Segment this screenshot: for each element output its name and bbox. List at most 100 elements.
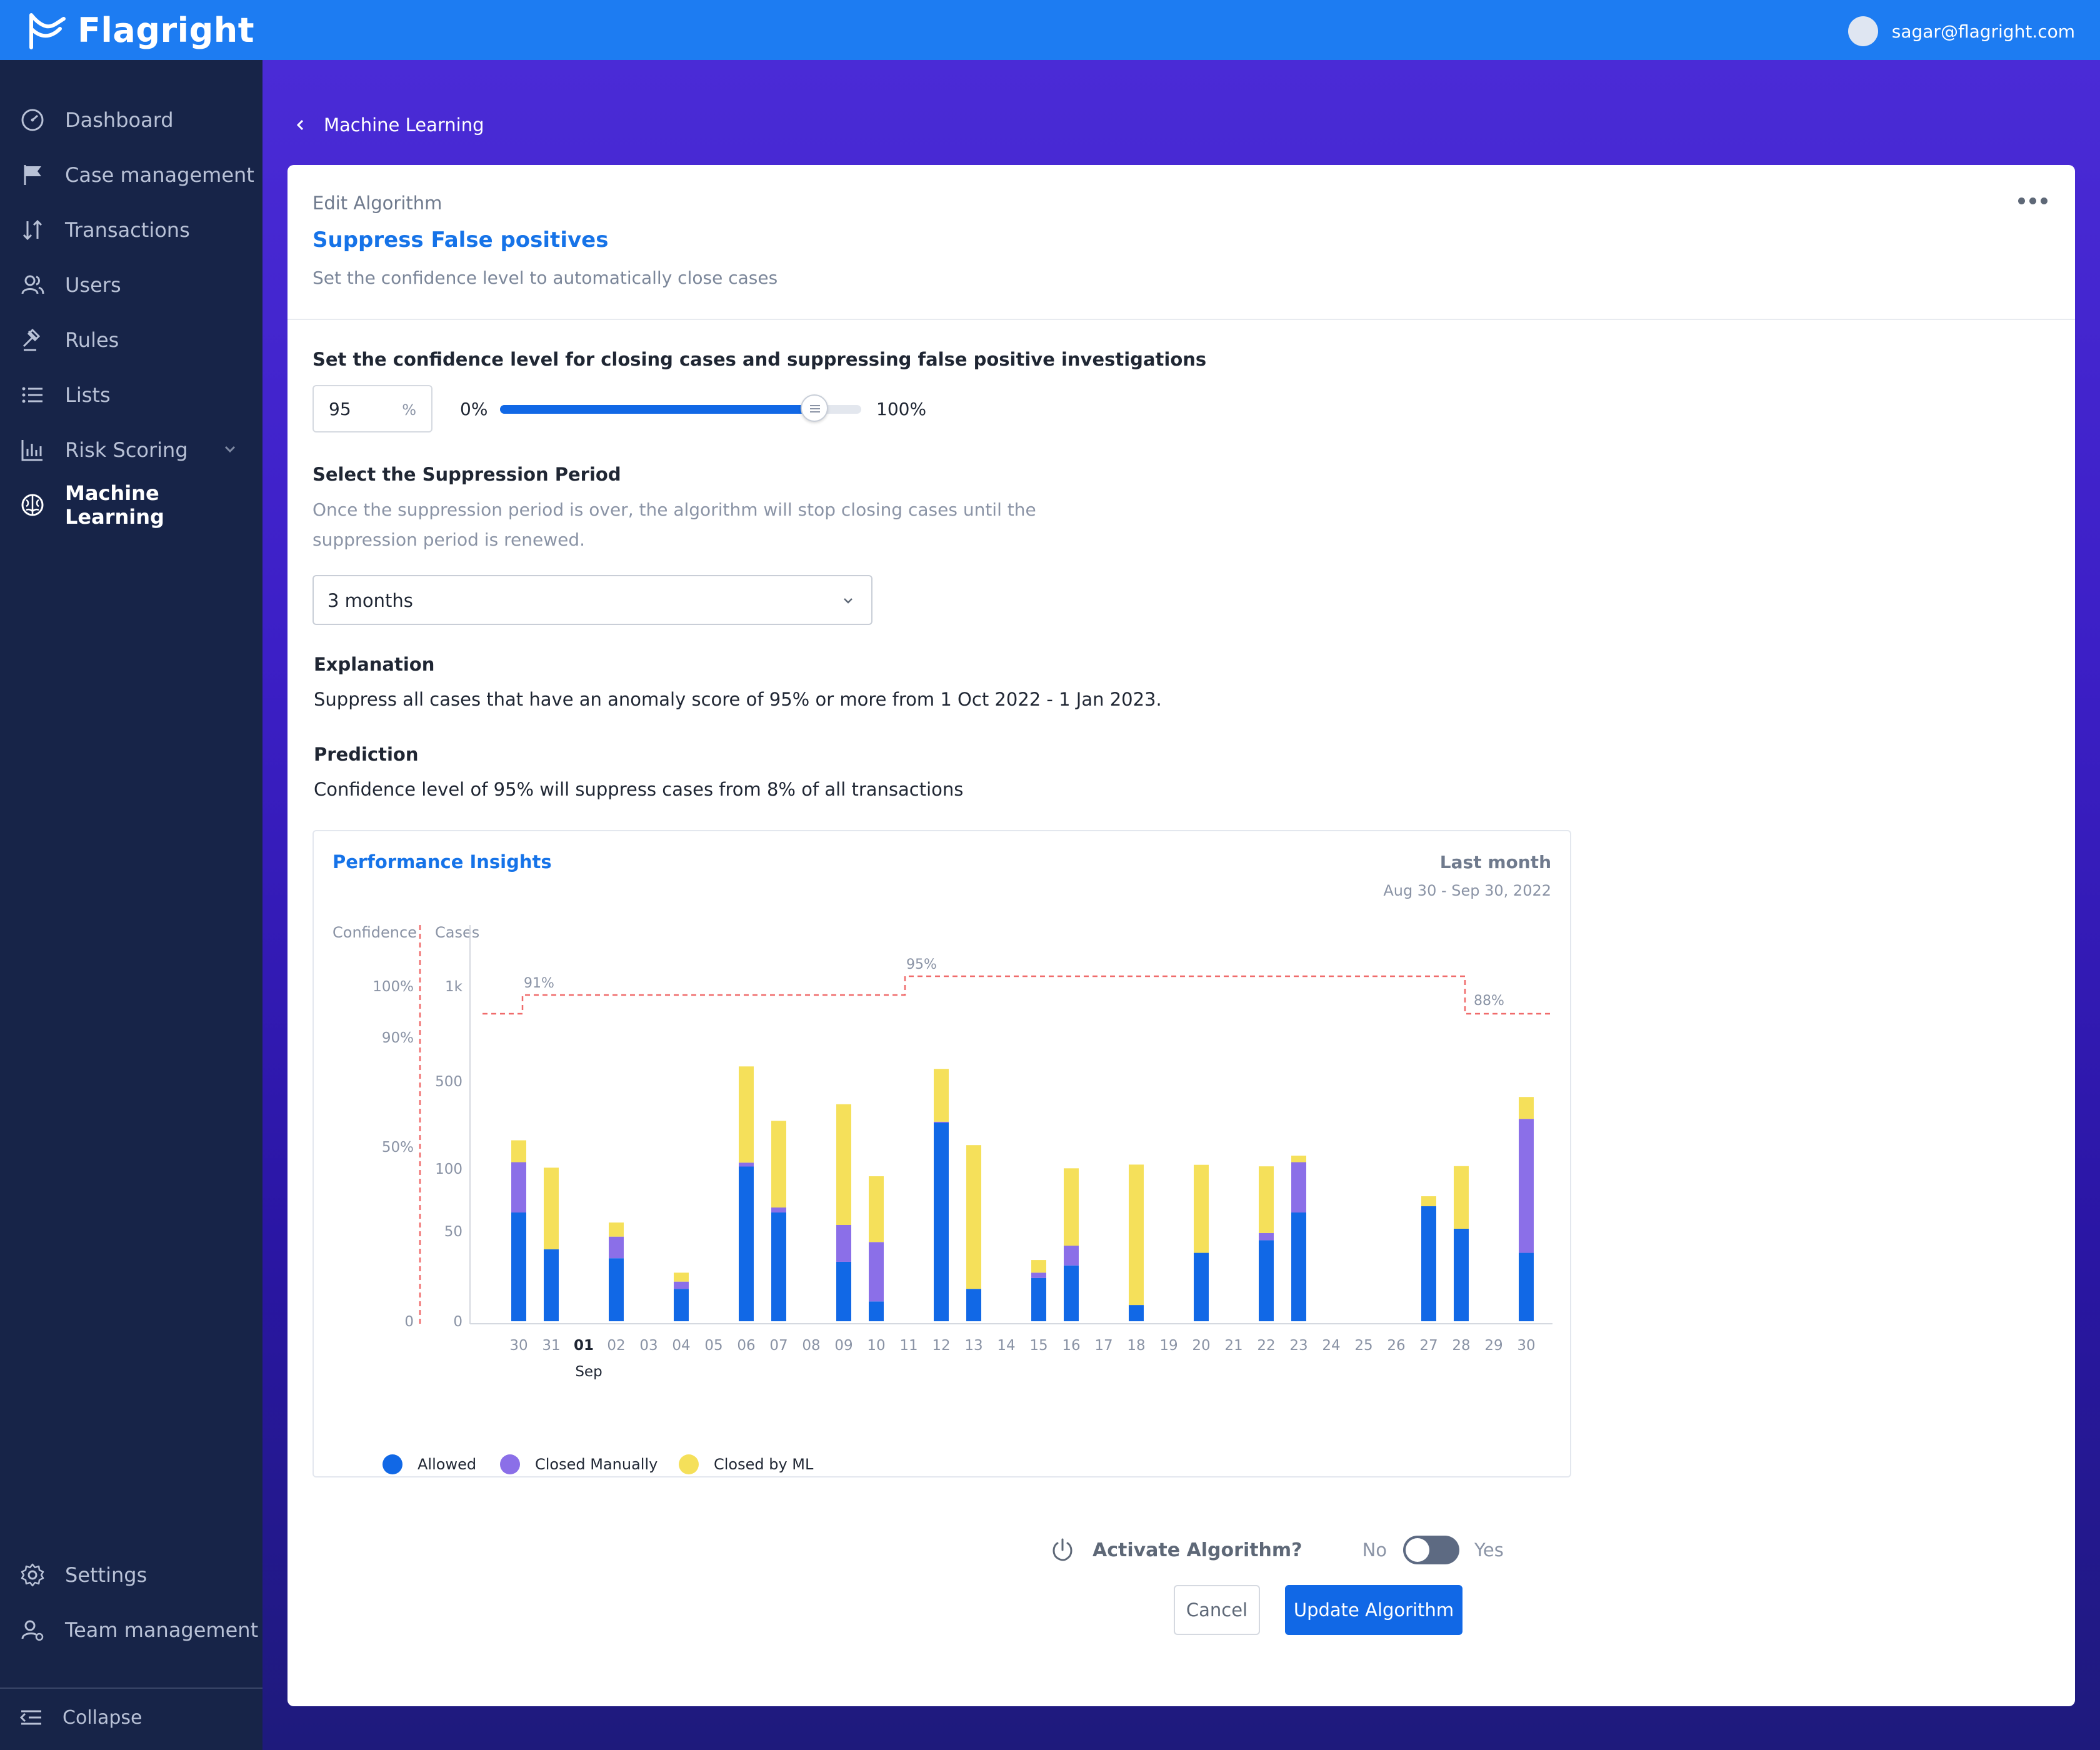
arrows-icon [19, 216, 46, 244]
cases-tick-label: 100 [435, 1161, 462, 1178]
bar-closed-by-ml [1031, 1260, 1046, 1273]
bar-closed-manually [934, 1121, 949, 1123]
cancel-button[interactable]: Cancel [1174, 1585, 1260, 1635]
x-tick-label: 23 [1289, 1338, 1308, 1354]
bar-closed-by-ml [1421, 1196, 1436, 1206]
sidebar-item-case-management[interactable]: Case management [0, 148, 262, 202]
sidebar-item-label: Settings [65, 1563, 148, 1587]
x-tick-label: 09 [834, 1338, 852, 1354]
dashboard-icon [19, 106, 46, 134]
top-bar: Flagright sagar@flagright.com [0, 0, 2100, 60]
chevron-down-icon [844, 598, 852, 604]
bar-closed-by-ml [1064, 1168, 1079, 1246]
x-tick-label: 18 [1127, 1338, 1145, 1354]
sidebar-item-machine-learning[interactable]: Machine Learning [0, 478, 262, 532]
x-tick-label: 17 [1094, 1338, 1112, 1354]
bar-closed-by-ml [934, 1069, 949, 1122]
bar-closed-by-ml [674, 1272, 689, 1282]
power-icon [1052, 1538, 1072, 1561]
bar-closed-by-ml [836, 1104, 851, 1225]
period-help-line2: suppression period is renewed. [312, 529, 585, 550]
x-tick-label: 04 [672, 1338, 690, 1354]
bar-closed-by-ml [1291, 1156, 1306, 1162]
avatar[interactable] [1848, 16, 1878, 46]
x-tick-label: 06 [737, 1338, 755, 1354]
slider-fill [500, 405, 814, 414]
confidence-input[interactable]: 95 % [312, 385, 432, 432]
bar-closed-manually [836, 1225, 851, 1262]
bar-chart-icon [19, 436, 46, 464]
sidebar-item-label: Case management [65, 163, 254, 187]
activate-algorithm-row: Activate Algorithm? No Yes [1049, 1534, 1504, 1566]
x-tick-label: 12 [932, 1338, 950, 1354]
bar-allowed [609, 1258, 624, 1321]
cases-tick-label: 50 [444, 1224, 462, 1240]
bar-closed-manually [1031, 1272, 1046, 1278]
sidebar-item-dashboard[interactable]: Dashboard [0, 92, 262, 148]
activate-toggle[interactable] [1403, 1536, 1460, 1564]
sidebar-item-label: Transactions [65, 218, 190, 242]
x-tick-label: 25 [1354, 1338, 1372, 1354]
sidebar-item-rules[interactable]: Rules [0, 312, 262, 368]
bar-closed-manually [869, 1242, 884, 1302]
bar-allowed [511, 1212, 526, 1321]
bar-closed-by-ml [609, 1222, 624, 1237]
x-tick-label: 15 [1029, 1338, 1048, 1354]
sidebar: Dashboard Case management Transactions U… [0, 60, 262, 1750]
chevron-left-icon[interactable] [294, 118, 308, 132]
confidence-label: Set the confidence level for closing cas… [312, 349, 1207, 370]
bar-closed-manually [771, 1208, 786, 1212]
more-options-icon[interactable] [2018, 198, 2048, 204]
legend-allowed-swatch [382, 1454, 402, 1474]
collapse-button[interactable]: Collapse [19, 1705, 142, 1730]
toggle-no-label: No [1362, 1539, 1388, 1561]
card-description: Set the confidence level to automaticall… [312, 268, 778, 288]
confidence-slider[interactable] [500, 394, 861, 422]
sidebar-item-lists[interactable]: Lists [0, 368, 262, 422]
x-tick-label: 20 [1192, 1338, 1210, 1354]
user-menu[interactable]: sagar@flagright.com [1848, 16, 2075, 46]
bar-closed-manually [1519, 1119, 1534, 1253]
x-tick-label: 02 [607, 1338, 625, 1354]
gear-icon [19, 1561, 46, 1589]
chart-title: Performance Insights [332, 851, 552, 872]
confidence-step-label: 91% [524, 976, 554, 991]
bar-closed-by-ml [966, 1145, 981, 1289]
sidebar-bottom: Settings Team management [0, 1548, 262, 1658]
edit-algorithm-card: Edit Algorithm Suppress False positives … [288, 165, 2075, 1706]
confidence-tick-label: 90% [382, 1030, 414, 1046]
bar-closed-manually [1291, 1162, 1306, 1212]
legend-allowed-label: Allowed [418, 1456, 476, 1473]
x-tick-label: 22 [1257, 1338, 1275, 1354]
bar-allowed [1421, 1206, 1436, 1321]
update-algorithm-button[interactable]: Update Algorithm [1285, 1585, 1462, 1635]
slider-min-label: 0% [460, 399, 488, 419]
bar-allowed [1291, 1212, 1306, 1321]
bar-closed-by-ml [771, 1121, 786, 1208]
sidebar-item-risk-scoring[interactable]: Risk Scoring [0, 422, 262, 478]
bar-closed-by-ml [511, 1140, 526, 1162]
bar-allowed [1064, 1265, 1079, 1321]
sidebar-item-users[interactable]: Users [0, 258, 262, 312]
select-value: 3 months [328, 590, 413, 611]
date-range: Aug 30 - Sep 30, 2022 [1383, 882, 1551, 899]
sidebar-item-label: Risk Scoring [65, 438, 188, 462]
x-tick-label: 19 [1159, 1338, 1178, 1354]
brain-icon [19, 491, 46, 519]
x-tick-label: 31 [542, 1338, 560, 1354]
breadcrumb-back-link[interactable]: Machine Learning [324, 114, 484, 136]
confidence-tick-label: 100% [372, 979, 414, 995]
legend-closed-by-ml-swatch [679, 1454, 699, 1474]
sidebar-item-settings[interactable]: Settings [0, 1548, 262, 1602]
breadcrumb[interactable]: Machine Learning [294, 111, 484, 139]
sidebar-item-transactions[interactable]: Transactions [0, 202, 262, 258]
team-icon [19, 1616, 46, 1644]
logo[interactable]: Flagright [25, 9, 254, 51]
prediction-text: Confidence level of 95% will suppress ca… [314, 779, 964, 800]
sidebar-item-team-management[interactable]: Team management [0, 1602, 262, 1658]
slider-handle[interactable] [800, 394, 828, 422]
suppression-period-select[interactable]: 3 months [312, 575, 872, 625]
bar-closed-manually [609, 1236, 624, 1259]
bar-closed-by-ml [1519, 1097, 1534, 1119]
user-email: sagar@flagright.com [1891, 21, 2075, 42]
